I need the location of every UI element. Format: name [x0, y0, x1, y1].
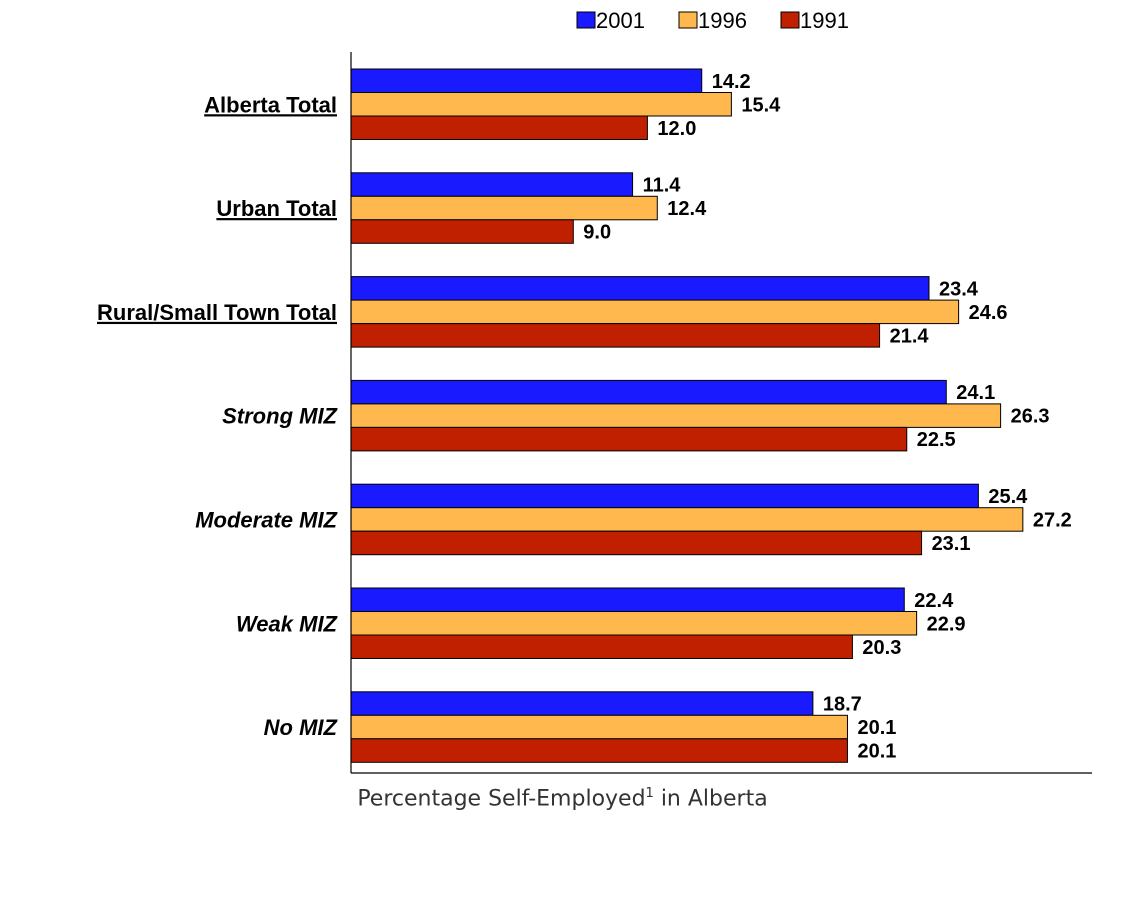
value-label-1996-3: 26.3 — [1011, 406, 1050, 428]
bar-1991-6 — [350, 738, 848, 763]
bar-1996-1 — [350, 195, 658, 221]
legend-label-1991: 1991 — [800, 8, 849, 33]
category-label-6: No MIZ — [264, 715, 339, 740]
value-label-1991-1: 9.0 — [583, 222, 611, 244]
value-label-2001-5: 22.4 — [914, 590, 954, 612]
bar-1991-5 — [350, 634, 853, 659]
bar-chart: 2001 1996 1991 14.215.4 12.0 11.412.4 9.0 23.4… — [97, 8, 1092, 774]
caption-text: Percentage Self-Employed — [357, 786, 646, 812]
bar-1996-0 — [350, 92, 732, 117]
bar-2001-0 — [350, 68, 703, 93]
bar-2001-1 — [350, 172, 634, 197]
value-label-1991-2: 21.4 — [890, 325, 930, 347]
category-label-5: Weak MIZ — [236, 611, 339, 636]
value-label-2001-3: 24.1 — [956, 382, 995, 404]
value-label-1996-4: 27.2 — [1033, 509, 1072, 531]
category-label-4: Moderate MIZ — [195, 507, 338, 532]
bar-2001-3 — [350, 379, 947, 405]
bar-1991-1 — [350, 219, 574, 244]
legend-swatch-1996 — [678, 11, 698, 29]
bar-1996-4 — [350, 507, 1024, 532]
value-label-2001-0: 14.2 — [712, 71, 751, 93]
category-label-0: Alberta Total — [204, 92, 337, 117]
chart-legend: 2001 1996 1991 — [576, 8, 849, 33]
value-label-1996-0: 15.4 — [741, 94, 781, 116]
category-label-3: Strong MIZ — [222, 404, 338, 429]
value-label-1991-0: 12.0 — [657, 118, 696, 140]
value-label-1996-2: 24.6 — [969, 302, 1008, 324]
bar-2001-5 — [350, 587, 905, 612]
bar-1991-3 — [350, 426, 908, 452]
bar-2001-2 — [350, 276, 930, 301]
legend-label-2001: 2001 — [596, 8, 645, 33]
value-label-1991-4: 23.1 — [932, 533, 971, 555]
value-label-2001-2: 23.4 — [939, 278, 979, 300]
value-label-1996-6: 20.1 — [857, 717, 896, 739]
bar-1996-2 — [350, 299, 960, 325]
caption-footnote-mark: 1 — [645, 786, 654, 801]
bar-1991-0 — [350, 115, 648, 140]
bar-2001-4 — [350, 483, 979, 509]
value-label-1991-3: 22.5 — [917, 429, 956, 451]
chart-bars: 14.215.4 12.0 11.412.4 9.0 23.424.6 21.4 24.1 2… — [350, 68, 1072, 763]
bar-1991-4 — [350, 530, 923, 556]
legend-swatch-1991 — [780, 11, 800, 29]
value-label-1991-6: 20.1 — [857, 741, 896, 763]
bar-1996-5 — [350, 611, 918, 636]
chart-caption: Percentage Self-Employed1 in Alberta — [0, 786, 1125, 811]
legend-swatch-2001 — [576, 11, 596, 29]
value-label-1991-5: 20.3 — [862, 637, 901, 659]
chart-axes: Alberta Total Urban Total Rural/Small Town… — [97, 52, 1092, 774]
legend-label-1996: 1996 — [698, 8, 747, 33]
value-label-2001-1: 11.4 — [643, 175, 682, 197]
category-label-1: Urban Total — [216, 196, 337, 221]
bar-1996-3 — [350, 403, 1002, 428]
bar-1991-2 — [350, 323, 881, 348]
bar-1996-6 — [350, 714, 848, 740]
value-label-2001-6: 18.7 — [823, 694, 862, 716]
caption-suffix: in Alberta — [653, 786, 768, 812]
value-label-1996-5: 22.9 — [927, 613, 966, 635]
bar-2001-6 — [350, 691, 814, 716]
value-label-2001-4: 25.4 — [988, 486, 1028, 508]
category-label-2: Rural/Small Town Total — [97, 300, 337, 325]
value-label-1996-1: 12.4 — [667, 198, 707, 220]
